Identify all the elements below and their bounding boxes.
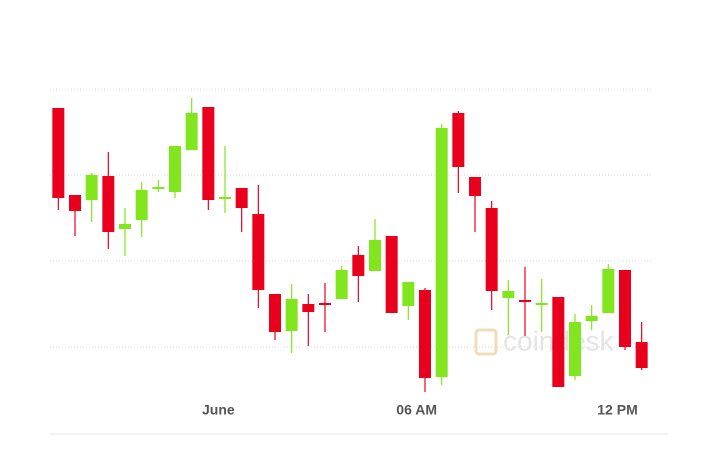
x-tick-label: 12 PM: [597, 402, 637, 418]
candle-body: [635, 342, 648, 368]
candle-body: [519, 300, 531, 302]
candle-body: [269, 294, 281, 332]
candle-body: [402, 282, 415, 306]
candle-body: [185, 113, 198, 150]
candle-body: [152, 187, 165, 189]
candle-body: [52, 108, 65, 198]
x-tick-label: 06 AM: [396, 402, 437, 418]
candle-body: [619, 270, 631, 347]
candle-body: [469, 177, 481, 196]
candle-body: [419, 290, 431, 378]
candle-body: [552, 297, 565, 387]
candle-body: [219, 197, 231, 199]
candle-body: [502, 291, 515, 298]
x-tick-label: June: [202, 402, 235, 418]
candle-body: [235, 188, 248, 208]
candle-body: [485, 208, 498, 291]
candle-body: [435, 128, 448, 377]
candle-body: [319, 303, 331, 305]
candle-body: [535, 303, 548, 305]
candle-body: [135, 190, 148, 220]
candle-body: [569, 322, 581, 376]
candle-body: [602, 269, 615, 313]
candle-body: [202, 107, 215, 200]
candle-body: [335, 270, 348, 299]
candle-body: [585, 316, 598, 321]
watermark-icon: [474, 328, 498, 356]
candle-body: [169, 146, 181, 192]
candle-body: [452, 113, 465, 167]
candle-body: [69, 195, 81, 211]
candle-body: [352, 255, 365, 276]
candle-body: [302, 304, 315, 312]
candle-body: [369, 240, 381, 271]
candle-body: [119, 224, 131, 229]
candle-body: [85, 175, 98, 200]
candle-body: [385, 236, 398, 313]
candle-body: [285, 299, 298, 331]
candle-body: [102, 176, 115, 232]
candle-body: [252, 214, 265, 290]
